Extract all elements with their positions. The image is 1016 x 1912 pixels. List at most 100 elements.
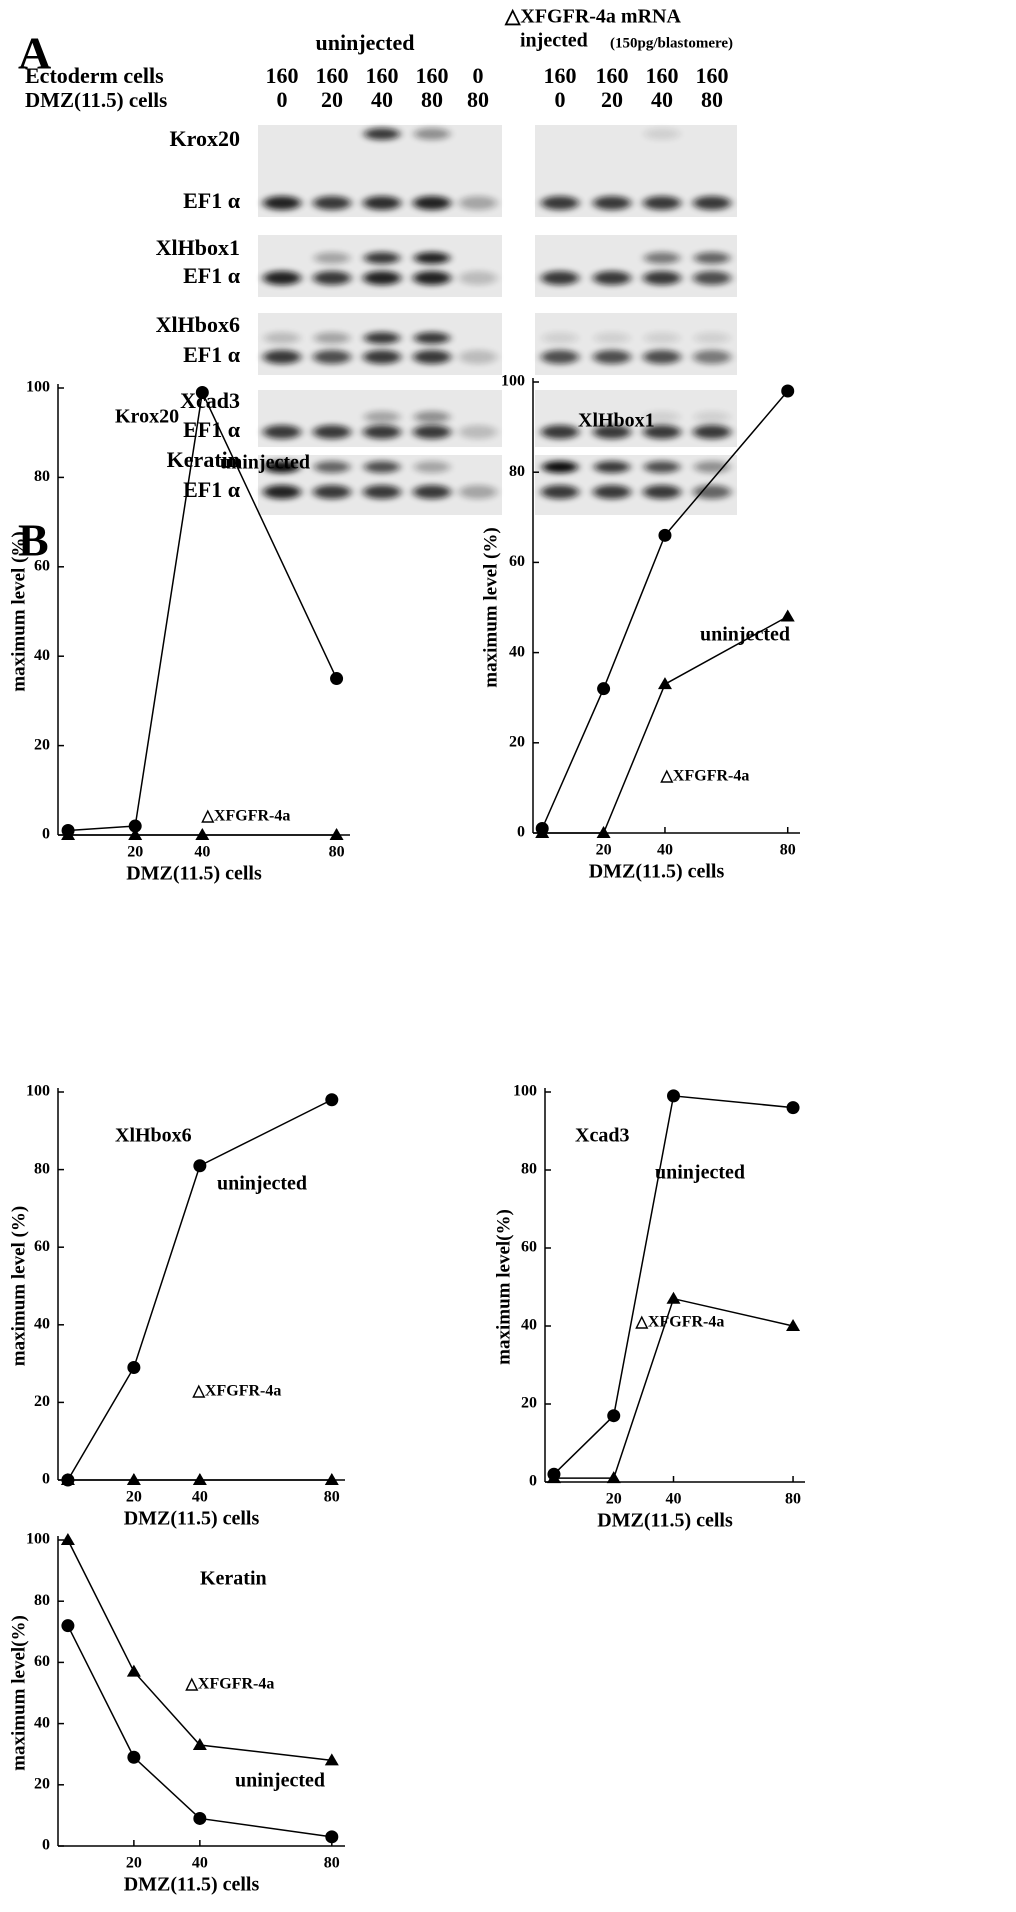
marker <box>329 828 344 840</box>
x-tick-label: 40 <box>194 844 210 861</box>
x-tick-label: 80 <box>780 842 796 859</box>
marker <box>126 1473 141 1485</box>
y-axis-label: maximum level(%) <box>493 1209 514 1365</box>
series-label: uninjected <box>217 1173 307 1195</box>
x-axis-label: DMZ(11.5) cells <box>124 1508 260 1530</box>
chart-title: XlHbox1 <box>578 410 655 432</box>
gel-band <box>414 411 450 423</box>
marker <box>127 1360 141 1374</box>
y-tick-label: 80 <box>521 1161 537 1178</box>
marker <box>192 1738 207 1751</box>
gel-band <box>363 485 401 499</box>
marker <box>128 819 142 833</box>
gel-band <box>263 350 301 364</box>
series-label: △XFGFR-4a <box>201 808 291 825</box>
marker <box>60 1473 75 1485</box>
gel-band <box>414 128 450 140</box>
marker <box>535 826 550 838</box>
gel-band <box>593 425 631 439</box>
x-tick-label: 20 <box>596 842 612 859</box>
series-line <box>553 1297 794 1479</box>
y-tick-label: 20 <box>34 1393 50 1410</box>
gel-band <box>459 350 497 364</box>
x-tick-label: 20 <box>127 844 143 861</box>
gel-band <box>313 196 351 210</box>
lane-count: 80 <box>701 87 723 112</box>
gel-band <box>693 350 731 364</box>
gel-band <box>693 196 731 210</box>
gene-label: XlHbox1 <box>156 235 240 260</box>
gel-band <box>363 271 401 285</box>
gel-band <box>459 196 497 210</box>
gel <box>535 313 737 375</box>
marker <box>597 682 611 696</box>
y-axis-label: maximum level (%) <box>8 531 29 691</box>
y-tick-label: 100 <box>26 379 50 396</box>
gene-label: XlHbox6 <box>156 312 240 337</box>
series-line <box>553 1095 794 1475</box>
series-label: uninjected <box>700 624 790 646</box>
gel-band <box>313 350 351 364</box>
gel-band <box>363 425 401 439</box>
marker <box>657 677 672 690</box>
lane-count: 160 <box>316 63 349 88</box>
y-tick-label: 60 <box>34 557 50 574</box>
gel-band <box>364 332 400 344</box>
y-tick-label: 40 <box>34 647 50 664</box>
gel-band <box>413 425 451 439</box>
gel-band <box>413 271 451 285</box>
y-tick-label: 40 <box>34 1315 50 1332</box>
gel-band <box>542 332 578 344</box>
y-tick-label: 80 <box>34 1592 50 1609</box>
marker <box>127 1750 141 1764</box>
marker <box>195 828 210 840</box>
gel-band <box>694 461 730 473</box>
marker <box>667 1089 681 1103</box>
panel-label: A <box>18 28 51 79</box>
y-tick-label: 100 <box>26 1531 50 1548</box>
y-tick-label: 40 <box>521 1317 537 1334</box>
lane-count: 20 <box>601 87 623 112</box>
gel-band <box>542 461 578 473</box>
chart-title: Krox20 <box>115 406 179 428</box>
marker <box>324 1473 339 1485</box>
marker <box>607 1409 621 1423</box>
marker <box>324 1753 339 1766</box>
control-label: EF1 α <box>183 188 241 213</box>
y-tick-label: 100 <box>513 1083 537 1100</box>
series-line <box>67 1625 332 1838</box>
gel-band <box>364 411 400 423</box>
y-tick-label: 80 <box>34 468 50 485</box>
gel-band <box>541 196 579 210</box>
gel-band <box>364 128 400 140</box>
y-tick-label: 40 <box>34 1714 50 1731</box>
lane-count: 80 <box>421 87 443 112</box>
lane-count: 160 <box>416 63 449 88</box>
chart-title: Xcad3 <box>575 1125 629 1147</box>
gel-band <box>594 461 630 473</box>
control-label: EF1 α <box>183 342 241 367</box>
x-tick-label: 80 <box>324 1489 340 1506</box>
gel-band <box>644 128 680 140</box>
gel-band <box>593 271 631 285</box>
series-label: uninjected <box>235 1770 325 1792</box>
gel-band <box>593 485 631 499</box>
y-tick-label: 0 <box>42 1837 50 1854</box>
lane-count: 20 <box>321 87 343 112</box>
group-header: △XFGFR-4a mRNA <box>504 6 681 28</box>
y-tick-label: 60 <box>509 553 525 570</box>
gel-band <box>644 252 680 264</box>
y-tick-label: 0 <box>42 826 50 843</box>
gel-band <box>693 485 731 499</box>
x-tick-label: 40 <box>657 842 673 859</box>
marker <box>128 828 143 840</box>
series-label: △XFGFR-4a <box>660 768 750 785</box>
gel-band <box>644 332 680 344</box>
gel-band <box>314 461 350 473</box>
lane-count: 160 <box>696 63 729 88</box>
lane-count: 160 <box>266 63 299 88</box>
gel-band <box>313 425 351 439</box>
gel-band <box>263 196 301 210</box>
gel-band <box>693 425 731 439</box>
